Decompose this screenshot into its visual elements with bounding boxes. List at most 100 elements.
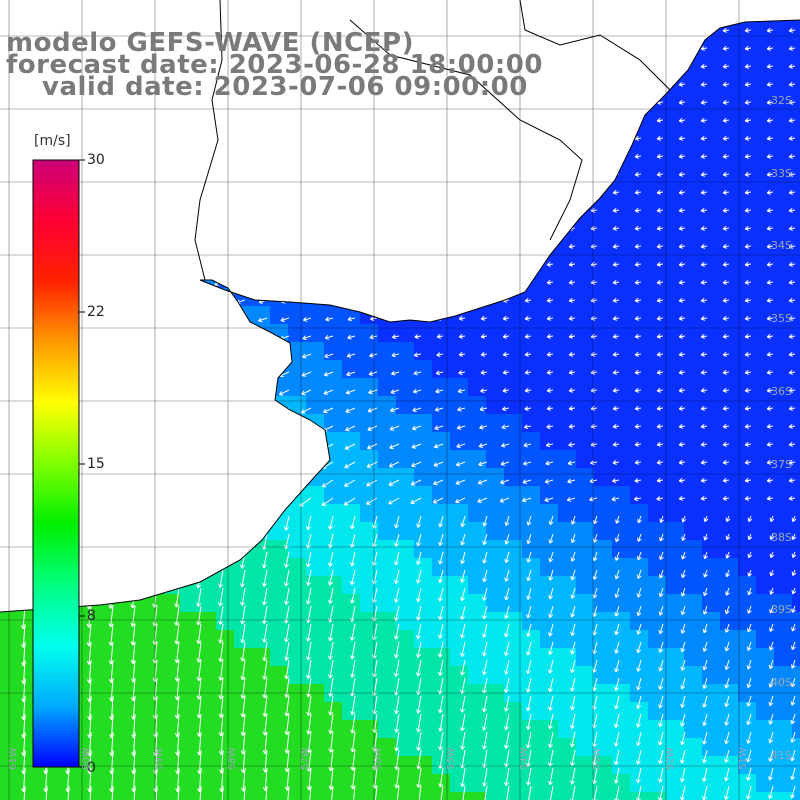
wind-arrow [658, 713, 664, 728]
wind-arrow [744, 369, 752, 375]
wind-arrow [13, 443, 26, 459]
wind-arrow [722, 153, 730, 159]
lon-label-57w: 57W [300, 747, 311, 770]
wind-arrow [678, 495, 686, 501]
wind-arrow [746, 677, 752, 689]
wind-arrow [568, 81, 576, 87]
wind-arrow [283, 569, 290, 587]
wind-arrow [346, 371, 356, 377]
wind-arrow [394, 515, 400, 529]
wind-arrow [546, 405, 554, 411]
wind-arrow [438, 767, 444, 788]
wind-arrow [366, 479, 378, 487]
wind-arrow [306, 569, 312, 586]
wind-arrow [394, 659, 400, 677]
wind-arrow [13, 281, 26, 290]
wind-arrow [103, 227, 114, 233]
wind-arrow [350, 749, 356, 771]
wind-arrow [13, 335, 26, 346]
wind-arrow [546, 279, 554, 285]
wind-arrow [656, 207, 664, 213]
wind-arrow [328, 677, 334, 697]
wind-arrow [500, 479, 510, 485]
wind-arrow [13, 425, 26, 440]
wind-arrow [174, 605, 180, 626]
wind-arrow [788, 135, 796, 141]
wind-arrow [634, 153, 642, 159]
wind-arrow [321, 497, 334, 506]
wind-arrow [546, 297, 554, 303]
wind-arrow [174, 569, 180, 589]
wind-arrow [766, 207, 774, 213]
wind-arrow [788, 477, 796, 483]
wind-arrow [724, 641, 730, 652]
wind-arrow [658, 659, 664, 672]
wind-arrow [194, 153, 202, 159]
wind-arrow [108, 515, 114, 535]
wind-arrow [590, 135, 598, 141]
wind-arrow [656, 423, 664, 429]
wind-arrow [570, 533, 576, 544]
wind-arrow [612, 81, 620, 87]
wind-arrow [658, 623, 664, 635]
wind-arrow [60, 154, 70, 160]
wind-arrow [546, 351, 554, 357]
wind-arrow [455, 461, 466, 467]
wind-arrow [390, 407, 400, 413]
wind-arrow [612, 117, 620, 123]
wind-arrow [524, 153, 532, 159]
wind-arrow [482, 533, 488, 546]
wind-arrow [480, 261, 488, 267]
wind-arrow [724, 731, 730, 745]
wind-arrow [344, 479, 356, 487]
wind-arrow [256, 389, 268, 396]
wind-arrow [108, 551, 114, 572]
wind-arrow [438, 515, 444, 528]
wind-arrow [414, 135, 422, 141]
wind-arrow [568, 63, 576, 69]
wind-arrow [681, 533, 686, 541]
wind-arrow [590, 117, 598, 123]
wind-arrow [433, 443, 444, 449]
wind-arrow [612, 333, 620, 339]
wind-arrow [766, 387, 774, 393]
wind-arrow [658, 695, 664, 709]
wind-arrow [147, 281, 158, 287]
wind-arrow [791, 623, 796, 632]
wind-arrow [392, 189, 400, 195]
wind-arrow [216, 153, 224, 159]
wind-arrow [436, 171, 444, 177]
wind-arrow [482, 551, 488, 564]
wind-arrow [788, 333, 796, 339]
wind-arrow [570, 605, 576, 618]
wind-arrow [126, 209, 136, 214]
wind-arrow [460, 515, 466, 527]
wind-arrow [304, 153, 312, 159]
wind-arrow [349, 569, 356, 585]
wind-arrow [678, 153, 686, 159]
wind-arrow [196, 569, 202, 589]
wind-arrow [218, 659, 224, 681]
wind-arrow [211, 461, 224, 472]
wind-arrow [101, 443, 114, 456]
wind-arrow [790, 731, 796, 743]
wind-arrow [612, 478, 620, 484]
wind-arrow [172, 172, 180, 177]
wind-arrow [366, 443, 378, 450]
wind-arrow [214, 263, 224, 268]
wind-arrow [502, 406, 510, 412]
wind-arrow [13, 497, 26, 515]
wind-arrow [746, 659, 752, 670]
wind-arrow [747, 515, 753, 522]
wind-arrow [526, 587, 532, 600]
wind-arrow [612, 153, 620, 159]
wind-arrow [680, 731, 686, 746]
wind-arrow [458, 279, 466, 285]
wind-arrow [13, 479, 26, 496]
wind-arrow [326, 135, 334, 141]
wind-arrow [284, 587, 290, 605]
wind-arrow [235, 317, 246, 323]
wind-arrow [391, 334, 400, 340]
wind-arrow [566, 496, 576, 502]
wind-arrow [546, 369, 554, 375]
